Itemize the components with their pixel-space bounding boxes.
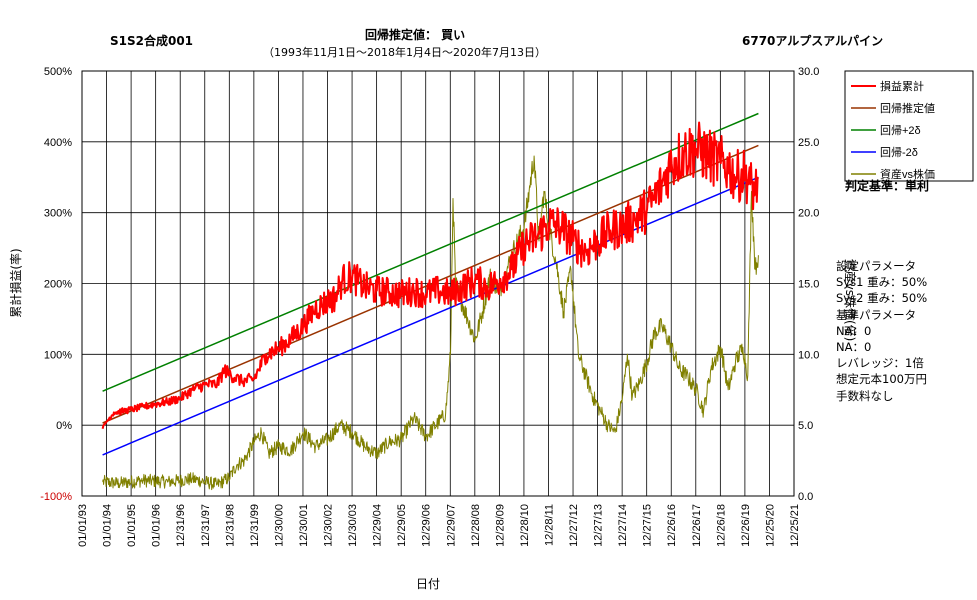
y-axis-label: 累計損益(率): [8, 248, 23, 317]
x-tick-label: 12/29/07: [445, 504, 457, 547]
x-tick-label: 12/26/17: [691, 504, 703, 547]
param-line: 基準パラメータ: [836, 307, 917, 322]
x-axis-label: 日付: [416, 577, 440, 591]
y-tick-label: 300%: [44, 208, 72, 220]
y-tick-label: 500%: [44, 66, 72, 78]
y2-tick-label: 5.0: [798, 420, 813, 432]
y2-axis-label: 資産vs株価(倍): [843, 259, 858, 342]
y2-tick-label: 10.0: [798, 349, 819, 361]
x-tick-label: 12/26/18: [715, 504, 727, 547]
y2-tick-label: 25.0: [798, 137, 819, 149]
y2-tick-label: 15.0: [798, 279, 819, 291]
x-tick-label: 12/30/01: [298, 504, 310, 547]
judgement-label: 判定基準：単利: [845, 179, 930, 193]
x-tick-label: 12/27/12: [568, 504, 580, 547]
x-tick-label: 12/31/96: [175, 504, 187, 547]
x-tick-label: 01/01/95: [126, 504, 138, 547]
x-tick-label: 12/29/04: [372, 504, 384, 547]
x-tick-label: 01/01/94: [102, 504, 114, 547]
ticker-name: 6770アルプスアルパイン: [742, 34, 884, 48]
series-line-3: [102, 176, 759, 456]
x-tick-label: 12/30/02: [323, 504, 335, 547]
x-tick-label: 01/01/96: [151, 504, 163, 547]
x-tick-label: 12/29/05: [396, 504, 408, 547]
x-tick-label: 12/25/21: [789, 504, 801, 547]
x-tick-label: 12/28/09: [494, 504, 506, 547]
chart-code-title: S1S2合成001: [110, 34, 194, 48]
y-tick-label: 100%: [44, 349, 72, 361]
legend-entry: 回帰+2δ: [880, 124, 921, 137]
param-line: Sys2 重み：50%: [836, 291, 928, 306]
x-tick-label: 01/01/93: [77, 504, 89, 547]
x-tick-label: 12/26/19: [740, 504, 752, 547]
chart-title: 回帰推定値： 買い: [365, 28, 466, 42]
x-axis-ticks: 01/01/93 01/01/94 01/01/95 01/01/96 12/31/96…: [77, 504, 801, 547]
x-tick-label: 12/30/00: [273, 504, 285, 547]
param-line: 想定元本100万円: [836, 372, 927, 387]
y-axis-ticks: 500% 400% 300% 200% 100% 0% -100%: [40, 66, 72, 503]
legend-entry: 回帰-2δ: [880, 146, 918, 159]
y-tick-label: 400%: [44, 137, 72, 149]
x-tick-label: 12/28/10: [519, 504, 531, 547]
param-line: Sys1 重み：50%: [836, 275, 928, 290]
x-tick-label: 12/31/97: [200, 504, 212, 547]
y2-tick-label: 20.0: [798, 208, 819, 220]
series-group: [101, 112, 760, 491]
y-tick-label: 200%: [44, 279, 72, 291]
x-tick-label: 12/31/99: [249, 504, 261, 547]
x-tick-label: 12/26/16: [666, 504, 678, 547]
chart-period: （1993年11月1日～2018年1月4日～2020年7月13日）: [263, 46, 546, 59]
legend-box: [844, 70, 974, 182]
x-tick-label: 12/27/14: [617, 504, 629, 547]
y-tick-label: 0%: [56, 420, 72, 432]
y2-axis-ticks: 30.0 25.0 20.0 15.0 10.0 5.0 0.0: [798, 66, 819, 503]
x-tick-label: 12/28/11: [543, 504, 555, 546]
legend-entry: 回帰推定値: [880, 101, 935, 115]
parameter-list: 設定パラメータ Sys1 重み：50% Sys2 重み：50% 基準パラメータ …: [836, 258, 927, 404]
legend-entry: 資産vs株価: [880, 167, 935, 181]
param-line: NA：0: [836, 339, 872, 354]
x-tick-label: 12/29/06: [421, 504, 433, 547]
legend-entry: 損益累計: [880, 79, 924, 93]
x-tick-label: 12/27/13: [593, 504, 605, 547]
param-line: 手数料なし: [836, 388, 894, 403]
x-tick-label: 12/25/20: [764, 504, 776, 547]
param-line: 設定パラメータ: [836, 259, 917, 273]
series-line-0: [101, 121, 760, 429]
series-line-4: [102, 155, 759, 491]
y2-tick-label: 0.0: [798, 491, 813, 503]
x-tick-label: 12/31/98: [224, 504, 236, 547]
x-tick-label: 12/27/15: [642, 504, 654, 547]
series-line-2: [102, 112, 759, 392]
x-tick-label: 12/28/08: [470, 504, 482, 547]
param-line: レバレッジ：1倍: [836, 356, 924, 371]
y-tick-label: -100%: [40, 491, 72, 503]
param-line: NA：0: [836, 323, 872, 338]
x-tick-label: 12/30/03: [347, 504, 359, 547]
y2-tick-label: 30.0: [798, 66, 819, 78]
